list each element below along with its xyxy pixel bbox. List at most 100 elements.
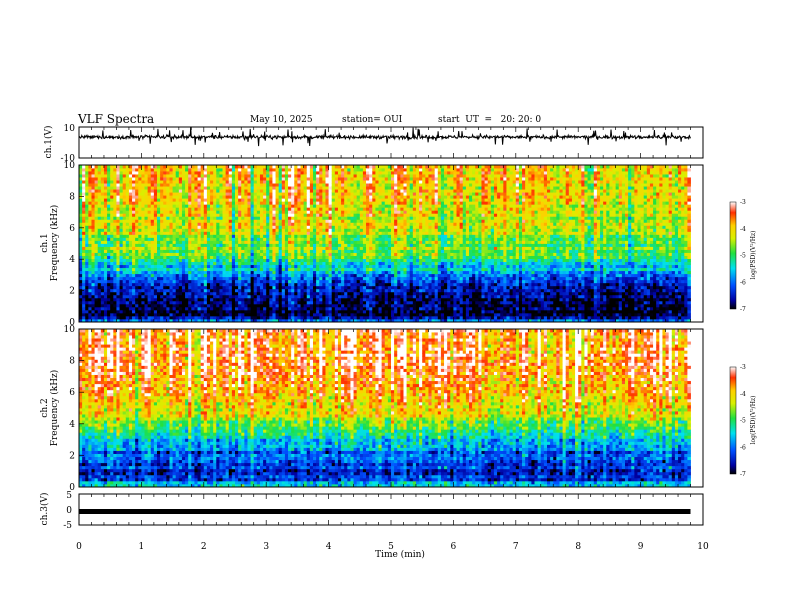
spectrogram-cell <box>284 177 289 181</box>
spectrogram-cell <box>113 261 117 266</box>
spectrogram-cell <box>194 297 198 302</box>
spectrogram-cell <box>238 189 242 193</box>
spectrogram-cell <box>103 291 108 296</box>
spectrogram-cell <box>153 312 158 317</box>
spectrogram-cell <box>222 177 227 181</box>
spectrogram-cell <box>244 243 248 247</box>
spectrogram-cell <box>272 213 276 217</box>
spectrogram-cell <box>281 312 286 317</box>
spectrogram-cell <box>169 168 173 172</box>
spectrogram-cell <box>366 261 370 266</box>
spectrogram-cell <box>163 174 167 178</box>
spectrogram-cell <box>353 297 358 302</box>
spectrogram-cell <box>244 183 248 187</box>
spectrogram-cell <box>110 303 114 308</box>
spectrogram-cell <box>291 237 295 241</box>
spectrogram-cell <box>169 198 173 202</box>
spectrogram-cell <box>281 315 286 320</box>
spectrogram-cell <box>256 309 261 314</box>
spectrogram-cell <box>91 303 95 308</box>
spectrogram-cell <box>169 252 173 256</box>
spectrogram-cell <box>194 228 198 232</box>
spectrogram-cell <box>328 222 333 226</box>
spectrogram-cell <box>235 177 239 181</box>
spectrogram-cell <box>100 273 105 278</box>
spectrogram-cell <box>88 291 92 296</box>
spectrogram-cell <box>88 165 92 169</box>
spectrogram-cell <box>356 198 361 202</box>
spectrogram-cell <box>216 261 220 266</box>
spectrogram-cell <box>313 303 317 308</box>
spectrogram-cell <box>303 297 308 302</box>
spectrogram-cell <box>272 168 276 172</box>
spectrogram-cell <box>347 249 351 253</box>
spectrogram-cell <box>107 228 111 232</box>
spectrogram-cell <box>125 207 130 211</box>
spectrogram-cell <box>150 297 155 302</box>
spectrogram-cell <box>216 276 220 281</box>
spectrogram-cell <box>138 225 142 229</box>
spectrogram-cell <box>322 261 326 266</box>
spectrogram-cell <box>291 177 295 181</box>
spectrogram-cell <box>163 201 167 205</box>
spectrogram-cell <box>256 183 261 187</box>
spectrogram-cell <box>272 234 276 238</box>
spectrogram-cell <box>275 228 280 232</box>
spectrogram-cell <box>203 297 208 302</box>
spectrogram-cell <box>275 264 280 269</box>
spectrogram-cell <box>238 234 242 238</box>
spectrogram-cell <box>325 288 329 293</box>
spectrogram-cell <box>150 276 155 281</box>
spectrogram-cell <box>284 312 289 317</box>
spectrogram-cell <box>322 186 326 190</box>
spectrogram-cell <box>331 210 336 214</box>
spectrogram-cell <box>200 210 205 214</box>
spectrogram-cell <box>297 231 301 235</box>
spectrogram-cell <box>194 288 198 293</box>
spectrogram-cell <box>141 309 145 314</box>
spectrogram-cell <box>316 204 320 208</box>
spectrogram-cell <box>263 252 267 256</box>
spectrogram-cell <box>160 204 164 208</box>
spectrogram-cell <box>122 285 127 290</box>
spectrogram-cell <box>222 264 227 269</box>
spectrogram-cell <box>303 300 308 305</box>
spectrogram-cell <box>319 276 323 281</box>
spectrogram-cell <box>362 303 367 308</box>
spectrogram-cell <box>369 312 373 317</box>
spectrogram-cell <box>172 198 177 202</box>
spectrogram-cell <box>128 177 133 181</box>
spectrogram-cell <box>128 237 133 241</box>
spectrogram-cell <box>210 213 214 217</box>
spectrogram-cell <box>85 255 89 259</box>
spectrogram-cell <box>160 282 164 287</box>
spectrogram-cell <box>334 258 339 263</box>
spectrogram-cell <box>82 270 86 275</box>
spectrogram-cell <box>203 270 208 275</box>
spectrogram-cell <box>235 246 239 250</box>
spectrogram-cell <box>125 183 130 187</box>
spectrogram-cell <box>303 240 308 244</box>
spectrogram-cell <box>178 225 183 229</box>
spectrogram-cell <box>91 291 95 296</box>
spectrogram-cell <box>79 243 83 247</box>
spectrogram-cell <box>116 216 120 220</box>
spectrogram-cell <box>82 261 86 266</box>
spectrogram-cell <box>147 303 152 308</box>
spectrogram-cell <box>328 165 333 169</box>
spectrogram-cell <box>235 288 239 293</box>
spectrogram-cell <box>125 243 130 247</box>
spectrogram-cell <box>153 291 158 296</box>
spectrogram-cell <box>235 192 239 196</box>
spectrogram-cell <box>284 165 289 169</box>
spectrogram-cell <box>328 261 333 266</box>
spectrogram-cell <box>356 201 361 205</box>
spectrogram-cell <box>266 318 270 323</box>
spectrogram-cell <box>284 273 289 278</box>
spectrogram-cell <box>235 240 239 244</box>
spectrogram-cell <box>188 210 192 214</box>
spectrogram-cell <box>79 168 83 172</box>
spectrogram-cell <box>197 228 202 232</box>
spectrogram-cell <box>225 171 230 175</box>
spectrogram-cell <box>291 267 295 272</box>
